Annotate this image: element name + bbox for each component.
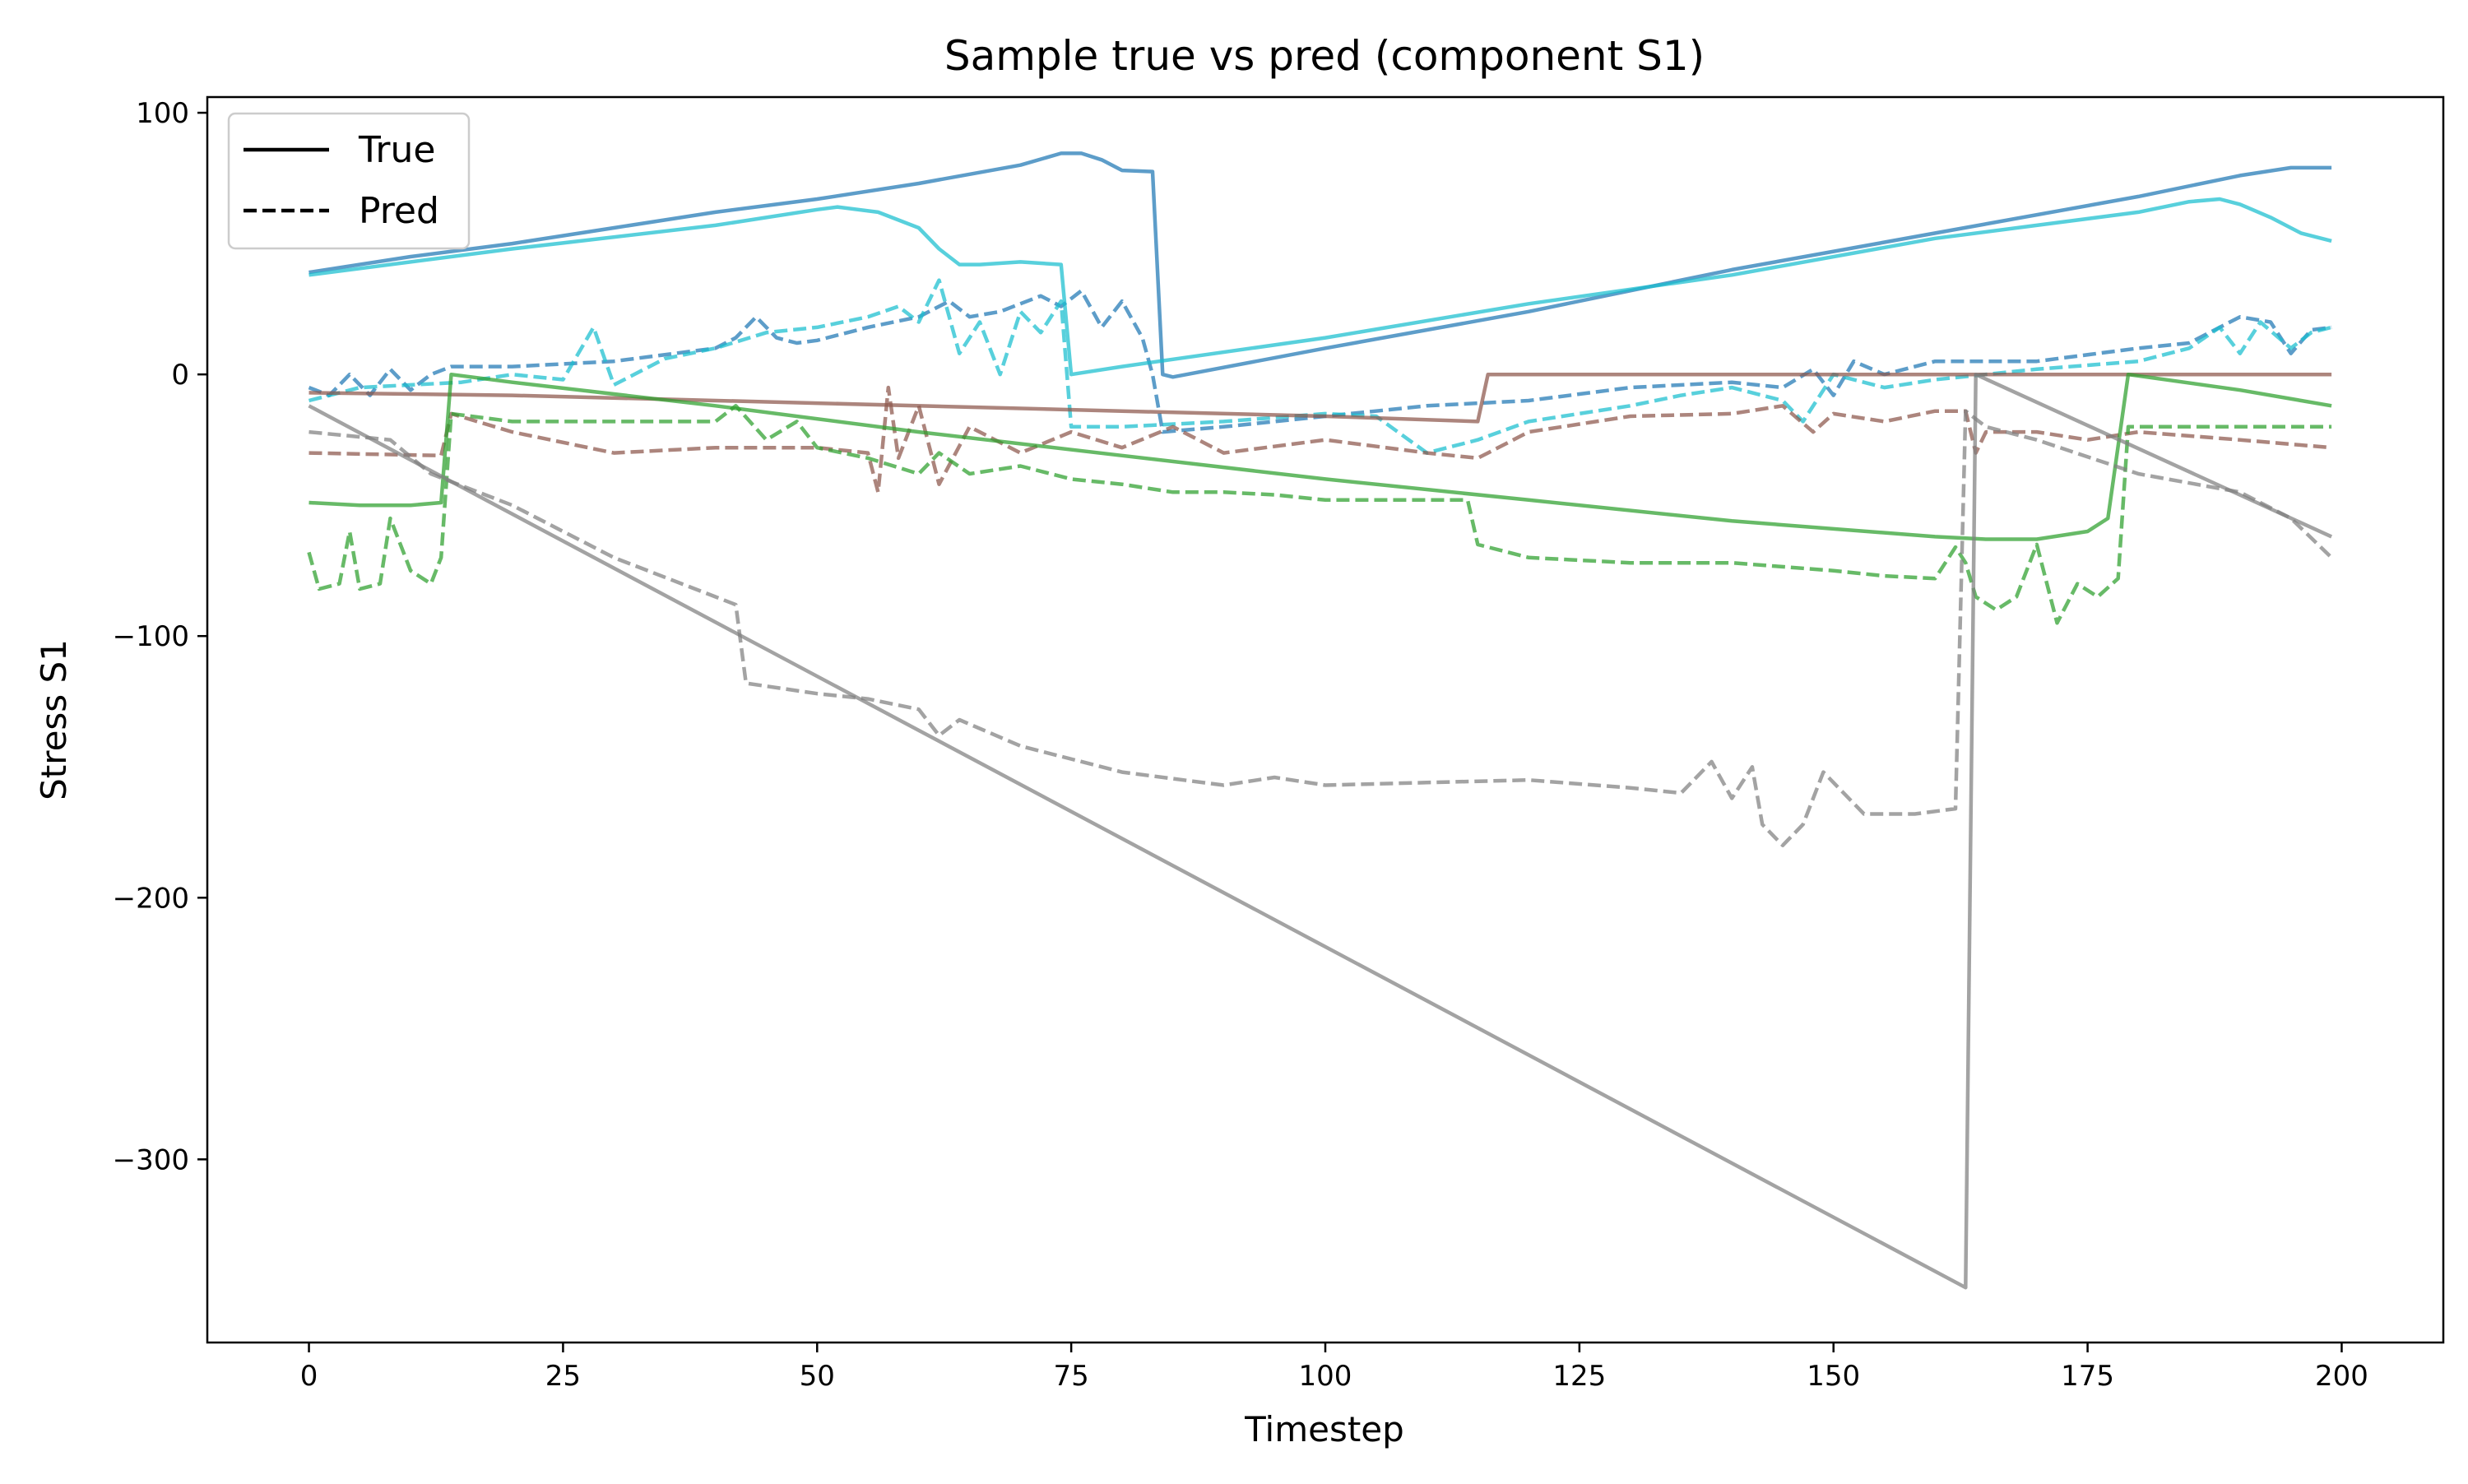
series-line-true-8 — [308, 372, 2333, 1290]
series-line-pred-5 — [308, 385, 2332, 494]
x-tick-label: 175 — [2061, 1360, 2114, 1393]
legend: True Pred — [227, 112, 471, 250]
x-tick-label: 150 — [1807, 1360, 1860, 1393]
x-axis: 0 25 50 75 100 125 150 175 200 — [300, 1343, 2368, 1393]
x-axis-label: Timestep — [1244, 1409, 1404, 1449]
y-tick-label: −300 — [113, 1143, 189, 1176]
x-tick-label: 200 — [2315, 1360, 2368, 1393]
series-line-true-2 — [308, 197, 2332, 377]
y-tick-label: 100 — [136, 97, 189, 130]
series-line-true-6 — [308, 372, 2332, 541]
plot-frame — [206, 95, 2445, 1344]
series-line-pred-3 — [308, 278, 2332, 455]
legend-label-pred: Pred — [359, 190, 439, 232]
series-line-pred-7 — [307, 404, 2332, 625]
x-tick-label: 100 — [1299, 1360, 1352, 1393]
series-line-pred-1 — [308, 289, 2332, 434]
series-line-pred-9 — [308, 409, 2333, 847]
x-tick-label: 25 — [545, 1360, 581, 1393]
x-tick-label: 75 — [1054, 1360, 1089, 1393]
y-tick-label: −200 — [113, 882, 189, 915]
y-tick-label: −100 — [113, 620, 189, 653]
x-tick-label: 0 — [300, 1360, 318, 1393]
y-axis: 100 0 −100 −200 −300 — [113, 97, 207, 1176]
series-line-true-0 — [308, 151, 2332, 379]
y-tick-label: 0 — [171, 359, 189, 392]
legend-label-true: True — [358, 129, 435, 171]
legend-box — [227, 112, 471, 250]
series-line-true-4 — [308, 372, 2332, 424]
chart-title: Sample true vs pred (component S1) — [944, 32, 1705, 80]
x-tick-label: 125 — [1552, 1360, 1606, 1393]
y-axis-label: Stress S1 — [34, 639, 74, 800]
plot-lines — [307, 151, 2333, 1290]
x-tick-label: 50 — [800, 1360, 835, 1393]
